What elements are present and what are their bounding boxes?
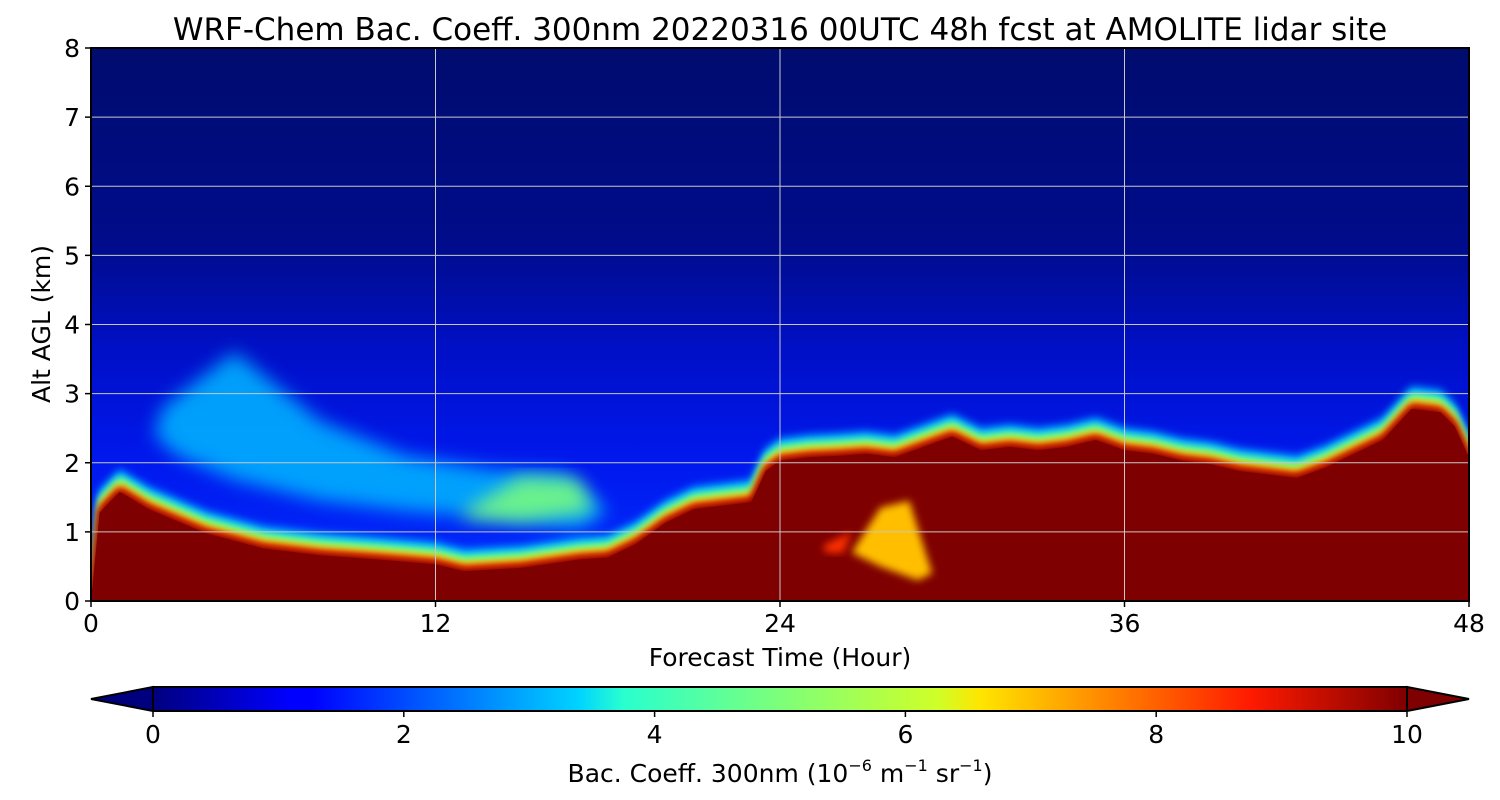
x-tick-label: 36 <box>1109 609 1141 638</box>
colorbar-tick-label: 10 <box>1391 720 1423 749</box>
y-tick-label: 4 <box>64 311 80 340</box>
colorbar-label: Bac. Coeff. 300nm (10−6 m−1 sr−1) <box>568 756 993 788</box>
y-tick-label: 3 <box>64 380 80 409</box>
x-tick-label: 24 <box>764 609 796 638</box>
lower-value-pocket-0 <box>851 500 933 581</box>
colorbar: 0 2 4 6 8 10 Bac. Coeff. 300nm (10−6 m−1 sr−1… <box>90 685 1470 788</box>
colorbar-extend-low <box>90 685 154 713</box>
y-axis: 0 1 2 3 4 5 6 7 8 <box>64 34 91 616</box>
y-tick-label: 5 <box>64 241 80 270</box>
aerosol-plume <box>154 352 608 529</box>
y-axis-label: Alt AGL (km) <box>27 245 56 403</box>
colorbar-tick-label: 0 <box>145 720 161 749</box>
plot-area <box>90 47 1470 602</box>
y-tick-label: 7 <box>64 103 80 132</box>
y-tick-label: 6 <box>64 172 80 201</box>
y-tick-label: 0 <box>64 587 80 616</box>
x-axis: 0 12 24 36 48 <box>83 601 1485 638</box>
colorbar-tick-label: 4 <box>647 720 663 749</box>
x-axis-label: Forecast Time (Hour) <box>649 643 912 672</box>
lower-value-pocket-1 <box>823 531 852 553</box>
y-tick-label: 2 <box>64 449 80 478</box>
x-tick-label: 0 <box>83 609 99 638</box>
plume-core <box>464 476 594 522</box>
x-tick-label: 12 <box>420 609 452 638</box>
y-tick-label: 8 <box>64 34 80 63</box>
colorbar-extend-high <box>1406 685 1470 713</box>
colorbar-tick-label: 2 <box>396 720 412 749</box>
x-tick-label: 48 <box>1453 609 1485 638</box>
y-tick-label: 1 <box>64 518 80 547</box>
colorbar-body <box>152 686 1408 712</box>
chart-title: WRF-Chem Bac. Coeff. 300nm 20220316 00UT… <box>173 12 1387 48</box>
colorbar-tick-label: 8 <box>1148 720 1164 749</box>
colorbar-tick-label: 6 <box>897 720 913 749</box>
